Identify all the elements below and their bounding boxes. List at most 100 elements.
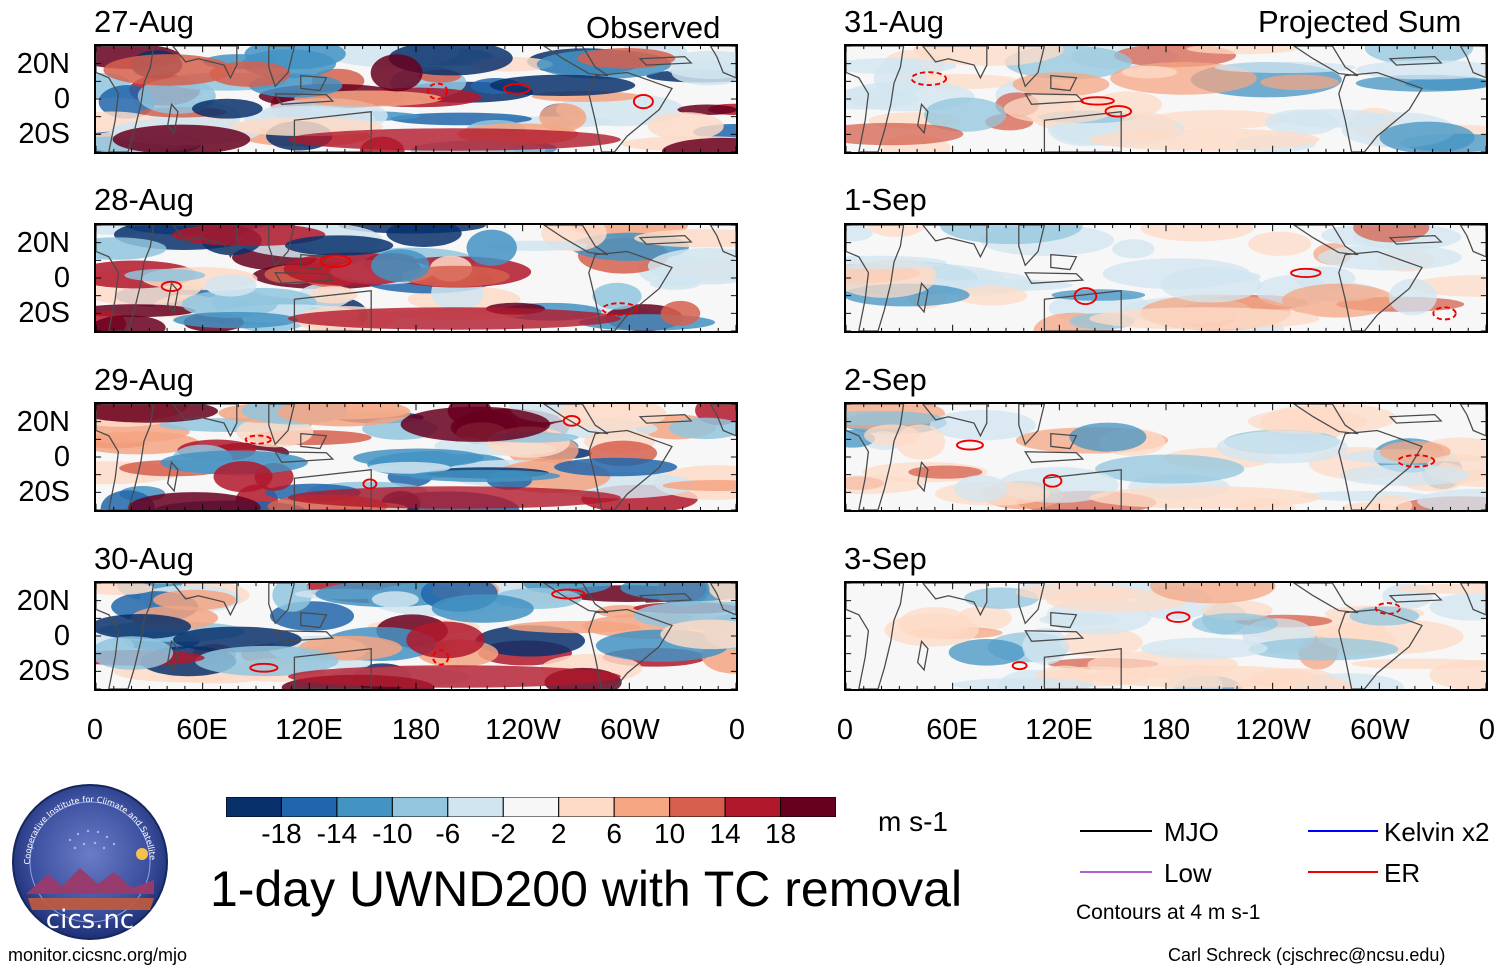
anomaly-blob [1317, 244, 1462, 271]
footer-credit: Carl Schreck (cjschrec@ncsu.edu) [1168, 945, 1446, 965]
anomaly-blob [1095, 454, 1245, 484]
anomaly-blob [660, 300, 701, 327]
anomaly-blob [209, 61, 291, 87]
anomaly-blob [1371, 494, 1413, 510]
er-contour [1290, 267, 1322, 279]
coastline [274, 451, 335, 463]
coastline [171, 404, 238, 438]
coastline [293, 111, 372, 152]
anomaly-blob [929, 409, 1036, 441]
colorbar-tick-label: 14 [709, 818, 741, 849]
colorbar-tick-label: -6 [435, 818, 461, 849]
coastline [1388, 413, 1443, 424]
anomaly-blob [272, 583, 312, 612]
anomaly-blob [940, 225, 1083, 245]
er-contour [1073, 287, 1098, 306]
coastline [1050, 254, 1078, 271]
logo-short-name: cics.nc [46, 905, 134, 935]
projected-map-panel-2 [844, 223, 1488, 333]
anomaly-blob [1248, 231, 1312, 256]
coastline [1050, 75, 1078, 92]
coastline [1459, 404, 1486, 437]
anomaly-blob [557, 404, 667, 430]
legend-label-mjo: MJO [1164, 817, 1219, 847]
anomaly-blob [1396, 583, 1486, 594]
anomaly-blob [1059, 627, 1143, 657]
legend-label-er: ER [1384, 858, 1421, 888]
coastline [588, 608, 673, 689]
er-contour [1374, 602, 1401, 615]
coastline [846, 404, 905, 510]
anomaly-blob [1349, 606, 1420, 626]
y-tick-0: 0 [53, 620, 70, 652]
coastline [293, 648, 372, 689]
anomaly-blob [370, 54, 423, 92]
colorbar-tick-label: -10 [372, 818, 413, 849]
er-contour [910, 71, 948, 86]
anomaly-blob [507, 620, 641, 634]
main-title: 1-day UWND200 with TC removal [210, 861, 963, 917]
er-contour [601, 302, 639, 316]
anomaly-blob [668, 417, 736, 440]
er-contour [1042, 474, 1063, 488]
coastline [846, 583, 905, 689]
anomaly-blob [1150, 583, 1276, 604]
date-label-left-3: 29-Aug [94, 362, 194, 397]
anomaly-blob [1191, 613, 1278, 635]
anomaly-blob [1417, 488, 1486, 510]
anomaly-blob [1355, 74, 1486, 92]
coastline [638, 413, 693, 424]
anomaly-blob [475, 625, 586, 657]
y-tick-20n: 20N [16, 48, 70, 80]
coastline [1018, 583, 1046, 625]
coastline [846, 225, 905, 331]
x-tick-180: 180 [391, 714, 441, 746]
x-tick-0-end: 0 [728, 714, 746, 746]
coastline [171, 583, 238, 617]
coastline [588, 429, 673, 510]
coastline [171, 46, 238, 80]
observed-map-panel-2 [94, 223, 738, 333]
er-contour [632, 93, 654, 110]
date-label-right-2: 1-Sep [844, 182, 927, 217]
anomaly-blob [406, 621, 485, 659]
colorbar-tick-label: -18 [261, 818, 302, 849]
legend-line-er [1308, 871, 1378, 873]
coastline [1388, 592, 1443, 603]
date-label-right-3: 2-Sep [844, 362, 927, 397]
anomaly-blob [1051, 289, 1146, 301]
er-contour [319, 254, 352, 268]
x-tick-120e: 120E [1025, 714, 1093, 746]
anomaly-blob [1216, 430, 1348, 464]
er-contour [1080, 96, 1115, 106]
coastline [171, 225, 238, 259]
coastline [916, 281, 929, 314]
coastline [921, 583, 988, 617]
er-contour [1011, 661, 1028, 671]
anomaly-blob [577, 48, 676, 69]
coastline [542, 225, 609, 256]
anomaly-blob [1248, 637, 1399, 661]
legend-label-low: Low [1164, 858, 1212, 888]
anomaly-blob [539, 103, 587, 132]
anomaly-blob [929, 279, 1074, 292]
legend-label-kelvin: Kelvin x2 [1384, 817, 1490, 847]
x-tick-120e: 120E [275, 714, 343, 746]
anomaly-blob [96, 237, 167, 260]
colorbar-swatch [280, 796, 338, 818]
coastline [1338, 429, 1423, 510]
anomaly-blob [181, 290, 278, 318]
anomaly-blob [592, 282, 642, 310]
observed-map-panel-4 [94, 581, 738, 691]
date-label-left-4: 30-Aug [94, 541, 194, 576]
y-tick-0: 0 [53, 83, 70, 115]
coastline [542, 583, 609, 614]
coastline [293, 469, 372, 510]
anomaly-blob [371, 249, 430, 282]
anomaly-blob [1300, 490, 1430, 502]
colorbar-tick-label: 2 [550, 818, 567, 849]
projected-map-panel-4 [844, 581, 1488, 691]
anomaly-blob [954, 475, 1008, 503]
er-contour [1104, 105, 1133, 118]
anomaly-blob [647, 112, 724, 141]
